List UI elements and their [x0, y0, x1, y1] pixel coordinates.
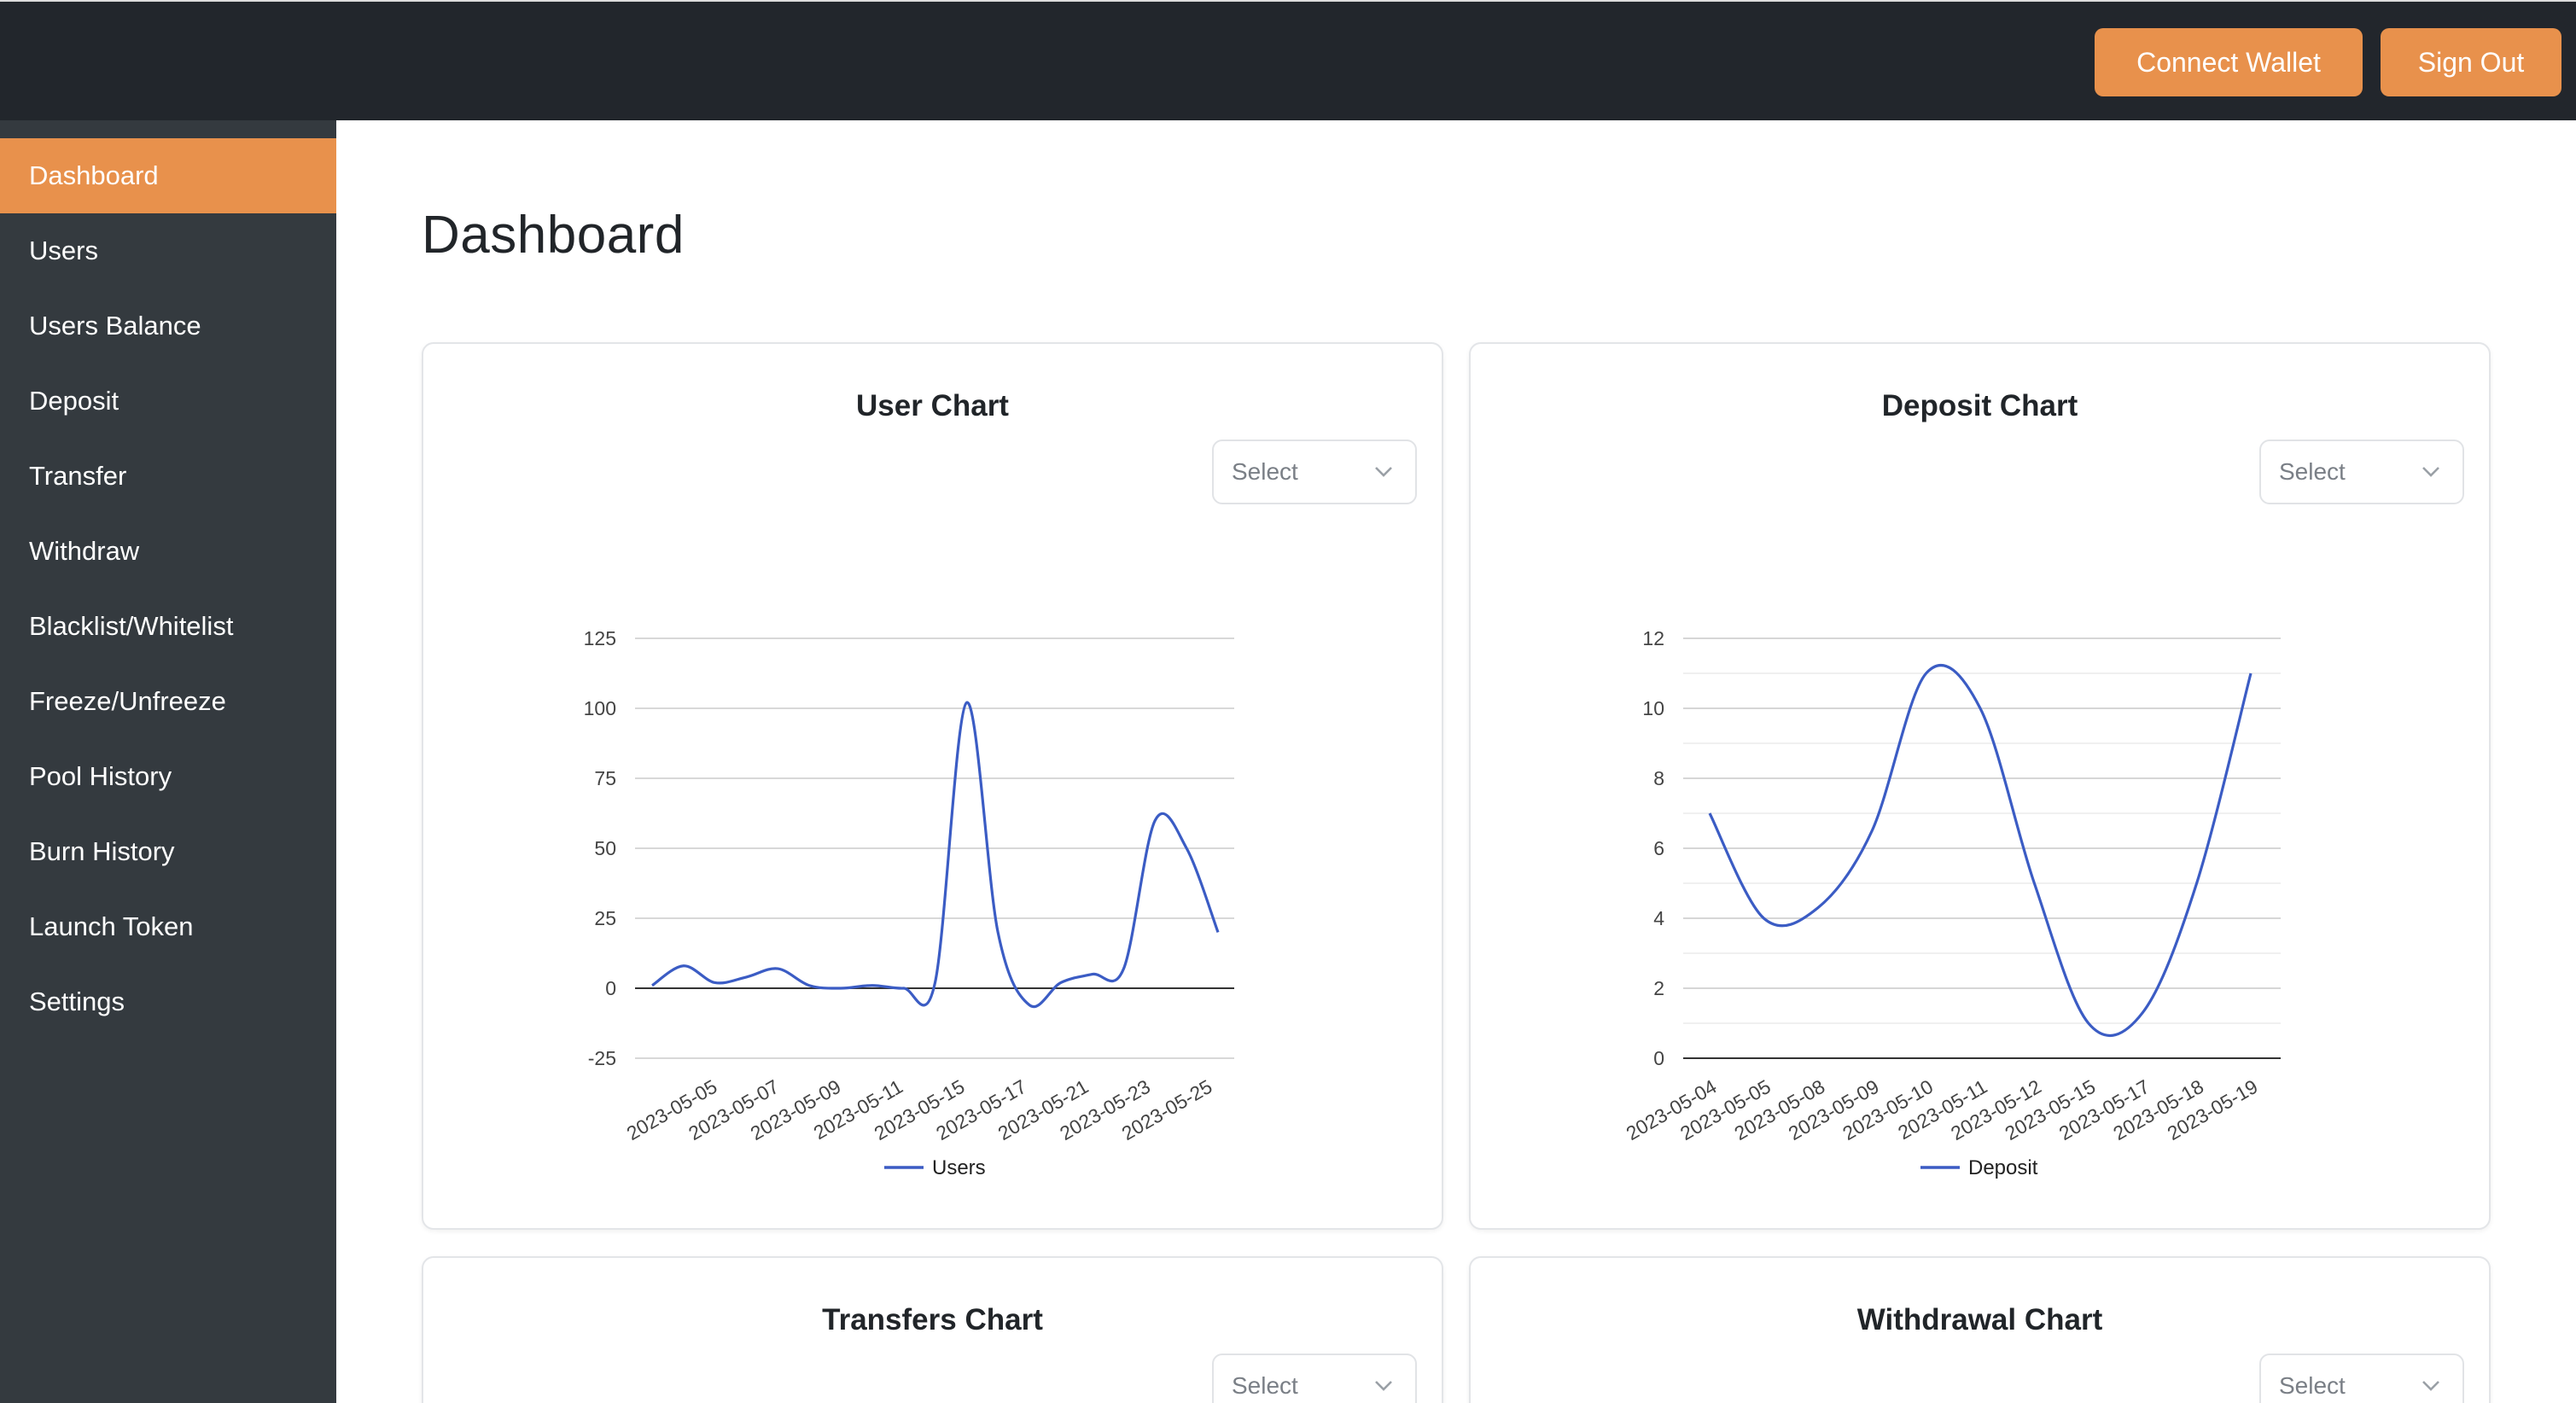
y-tick-label: -25: [588, 1047, 616, 1069]
series-line: [651, 701, 1220, 1009]
chevron-down-icon: [2422, 1381, 2439, 1391]
y-tick-label: 50: [594, 837, 616, 859]
select-placeholder: Select: [2279, 458, 2346, 485]
withdrawal-chart-card: Withdrawal Chart Select: [1469, 1256, 2491, 1403]
sidebar-item-transfer[interactable]: Transfer: [29, 461, 127, 491]
y-tick-label: 0: [1653, 1047, 1664, 1069]
series-line: [1708, 663, 2253, 1038]
sidebar-item-dashboard[interactable]: Dashboard: [0, 138, 336, 213]
y-tick-label: 75: [594, 767, 616, 789]
chevron-down-icon: [1375, 467, 1392, 477]
card-title: Transfers Chart: [822, 1303, 1043, 1336]
transfers-chart-select[interactable]: Select: [1212, 1354, 1417, 1403]
withdrawal-chart-select[interactable]: Select: [2259, 1354, 2464, 1403]
sidebar-item-users-balance[interactable]: Users Balance: [29, 311, 201, 341]
y-tick-label: 8: [1653, 767, 1664, 789]
card-title: User Chart: [856, 389, 1009, 422]
user-chart-card: User Chart Select -25 0 25 50 75 100 125 2023-0…: [422, 342, 1443, 1230]
top-bar: Connect Wallet Sign Out: [0, 0, 2576, 120]
sidebar-item-launch-token[interactable]: Launch Token: [29, 911, 194, 941]
deposit-chart: 0246810122023-05-042023-05-052023-05-082…: [1623, 627, 2281, 1179]
sidebar-item-freeze-unfreeze[interactable]: Freeze/Unfreeze: [29, 686, 226, 716]
sidebar-item-pool-history[interactable]: Pool History: [29, 761, 172, 791]
sidebar-item-withdraw[interactable]: Withdraw: [29, 536, 140, 566]
legend-label: Users: [932, 1156, 986, 1179]
sidebar: Dashboard Users Users Balance Deposit Tr…: [0, 120, 336, 1403]
select-placeholder: Select: [1232, 458, 1298, 485]
y-tick-label: 10: [1642, 697, 1664, 719]
sidebar-item-burn-history[interactable]: Burn History: [29, 836, 175, 866]
y-tick-label: 12: [1642, 627, 1664, 649]
y-tick-label: 125: [584, 627, 616, 649]
user-chart: -2502550751001252023-05-052023-05-072023…: [584, 627, 1234, 1179]
sign-out-button[interactable]: Sign Out: [2381, 28, 2561, 96]
connect-wallet-button[interactable]: Connect Wallet: [2095, 28, 2363, 96]
y-tick-label: 2: [1653, 977, 1664, 999]
card-title: Deposit Chart: [1881, 389, 2078, 422]
y-tick-label: 0: [605, 977, 616, 999]
y-tick-label: 4: [1653, 907, 1664, 929]
sidebar-item-deposit[interactable]: Deposit: [29, 386, 119, 416]
select-placeholder: Select: [2279, 1372, 2346, 1399]
y-tick-label: 6: [1653, 837, 1664, 859]
sidebar-item-settings[interactable]: Settings: [29, 987, 125, 1016]
deposit-chart-card: Deposit Chart Select 0 2 4 6 8 10 12 2023-05-04…: [1469, 342, 2491, 1230]
sidebar-item-users[interactable]: Users: [29, 236, 98, 265]
legend-label: Deposit: [1968, 1156, 2038, 1179]
transfers-chart-card: Transfers Chart Select: [422, 1256, 1443, 1403]
select-placeholder: Select: [1232, 1372, 1298, 1399]
user-chart-select[interactable]: Select: [1212, 440, 1417, 504]
y-tick-label: 100: [584, 697, 616, 719]
page-title: Dashboard: [422, 206, 685, 265]
deposit-chart-select[interactable]: Select: [2259, 440, 2464, 504]
sidebar-item-blacklist-whitelist[interactable]: Blacklist/Whitelist: [29, 611, 234, 641]
chevron-down-icon: [2422, 467, 2439, 477]
y-tick-label: 25: [594, 907, 616, 929]
chevron-down-icon: [1375, 1381, 1392, 1391]
card-title: Withdrawal Chart: [1856, 1303, 2103, 1336]
